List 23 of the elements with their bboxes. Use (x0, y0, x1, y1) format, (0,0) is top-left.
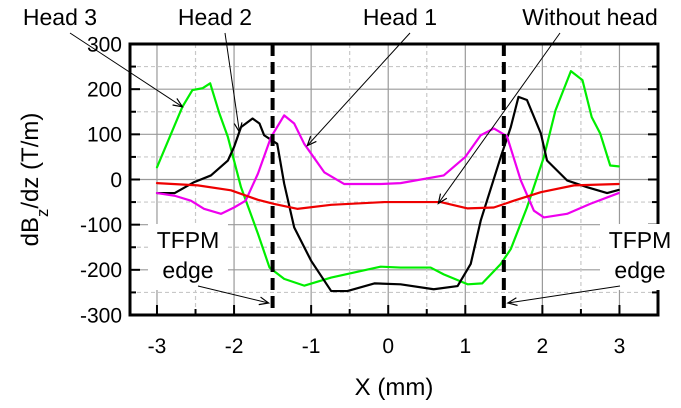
annotation: Head 2 (178, 4, 252, 30)
x-axis-title: X (mm) (354, 374, 434, 401)
ref-line-label: TFPM edge (156, 227, 220, 283)
line-series (156, 182, 620, 210)
x-tick-label: -2 (224, 335, 244, 358)
annotation: Without head (522, 4, 658, 30)
x-tick-label: 0 (382, 335, 394, 358)
y-tick-label: -100 (80, 214, 122, 238)
y-tick-label: 300 (86, 33, 122, 56)
x-tick-label: 3 (614, 335, 626, 358)
x-tick-label: -3 (148, 335, 166, 358)
annotation: Head 3 (22, 4, 98, 30)
y-tick-label: 200 (86, 78, 122, 102)
ref-line-label: TFPM edge (608, 227, 672, 283)
y-tick-label: 100 (86, 124, 122, 147)
line-series (156, 114, 620, 219)
y-tick-label: 0 (110, 168, 122, 192)
y-tick-label: -300 (80, 304, 122, 328)
annotation: Head 1 (362, 4, 438, 30)
y-tick-label: -200 (80, 259, 122, 282)
x-tick-label: 2 (536, 335, 548, 358)
x-tick-label: 1 (459, 335, 472, 358)
x-tick-label: -1 (302, 335, 320, 358)
